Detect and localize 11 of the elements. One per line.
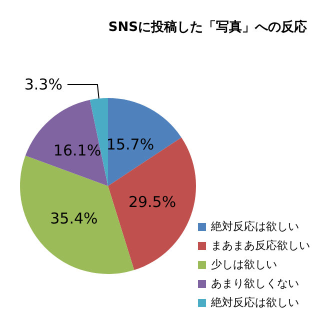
legend-label: 少しは欲しい: [211, 258, 277, 271]
legend-label: まあまあ反応欲しい: [211, 239, 310, 252]
data-label: 29.5%: [128, 192, 176, 211]
data-label: 35.4%: [50, 209, 98, 228]
data-label: 15.7%: [106, 136, 154, 154]
legend-label: 絶対反応は欲しい: [210, 220, 299, 233]
chart-title: SNSに投稿した「写真」への反応: [108, 19, 307, 35]
legend-label: 絶対反応は欲しい: [210, 296, 299, 309]
data-label: 3.3%: [24, 76, 62, 94]
legend-label: あまり欲しくない: [211, 277, 299, 290]
data-label: 16.1%: [53, 141, 102, 160]
